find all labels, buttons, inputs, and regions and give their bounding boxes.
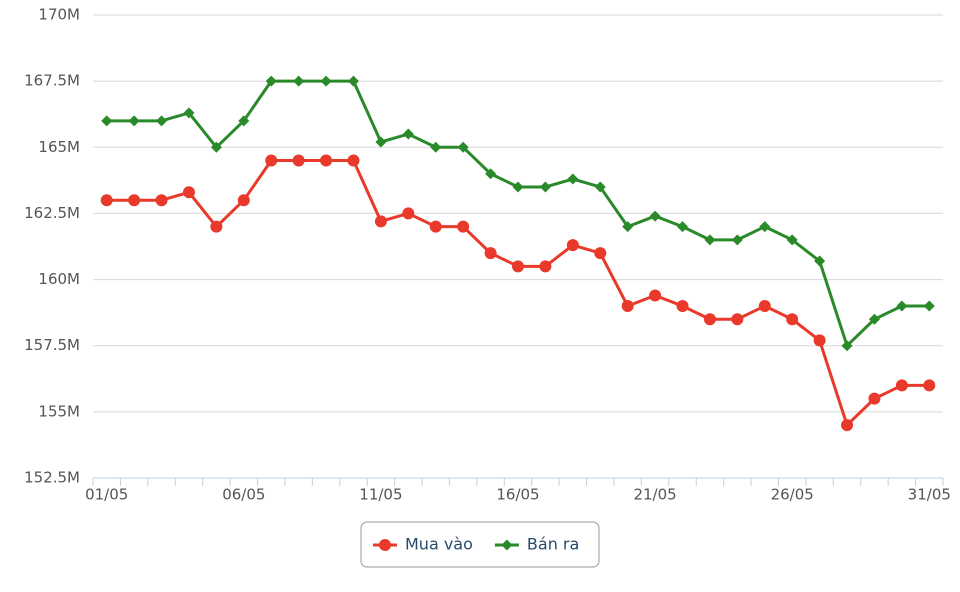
data-point [457, 141, 469, 153]
data-point [402, 207, 415, 220]
data-point [813, 334, 826, 347]
y-tick-label: 167.5M [24, 72, 80, 90]
data-point [155, 194, 168, 207]
y-tick-label: 165M [38, 138, 80, 156]
data-point [731, 313, 744, 326]
data-point [347, 75, 359, 87]
data-point [677, 221, 689, 233]
data-point [786, 234, 798, 246]
data-point [649, 210, 661, 222]
data-point [621, 300, 634, 313]
data-point [594, 247, 607, 260]
data-point [237, 194, 250, 207]
data-point [594, 181, 606, 193]
data-point [868, 313, 880, 325]
x-tick-label: 06/05 [222, 486, 265, 504]
data-point [238, 115, 250, 127]
data-point [786, 313, 799, 326]
data-point [265, 154, 278, 167]
legend-marker [501, 539, 513, 551]
x-tick-label: 01/05 [85, 486, 128, 504]
data-point [923, 300, 935, 312]
data-point [484, 247, 497, 260]
data-point [841, 340, 853, 352]
legend-label: Bán ra [527, 535, 579, 554]
legend-label: Mua vào [405, 535, 473, 554]
legend-marker [379, 539, 391, 551]
data-point [567, 173, 579, 185]
data-point [759, 221, 771, 233]
data-point [101, 115, 113, 127]
data-point [704, 234, 716, 246]
data-point [814, 255, 826, 267]
series-line [106, 159, 930, 427]
data-point [622, 221, 634, 233]
legend-box [360, 521, 600, 568]
data-point [868, 392, 881, 405]
data-point [649, 289, 662, 302]
data-point [100, 194, 113, 207]
data-point [430, 141, 442, 153]
data-point [374, 215, 387, 228]
data-point [402, 128, 414, 140]
data-point [128, 194, 141, 207]
data-point [210, 141, 222, 153]
y-tick-label: 170M [38, 6, 80, 24]
data-point [731, 234, 743, 246]
data-point [429, 220, 442, 233]
data-point [485, 168, 497, 180]
data-point [347, 154, 360, 167]
data-point [320, 154, 333, 167]
data-point [183, 107, 195, 119]
data-point [676, 300, 689, 313]
legend: Mua vào Bán ra [373, 535, 579, 554]
grid-layer: 152.5M 155M 157.5M 160M 162.5M 165M 167.5M 170M… [24, 6, 951, 504]
x-tick-label: 16/05 [496, 486, 539, 504]
data-point [512, 181, 524, 193]
data-point [703, 313, 716, 326]
x-tick-label: 26/05 [771, 486, 814, 504]
data-point [210, 220, 223, 233]
data-point [841, 419, 854, 432]
data-point [512, 260, 524, 273]
data-point [182, 186, 195, 199]
data-point [539, 181, 551, 193]
data-point [156, 115, 168, 127]
legend-item[interactable]: Mua vào [373, 535, 473, 554]
data-point [566, 239, 579, 252]
data-point [128, 115, 140, 127]
data-point [895, 379, 908, 392]
y-tick-label: 157.5M [24, 336, 80, 354]
data-point [265, 75, 277, 87]
data-point [923, 379, 936, 392]
data-point [457, 220, 470, 233]
data-point [896, 300, 908, 312]
data-point [320, 75, 332, 87]
x-tick-label: 11/05 [359, 486, 402, 504]
y-tick-label: 155M [38, 402, 80, 420]
data-point [375, 136, 387, 148]
plot-layer [100, 75, 936, 432]
y-tick-label: 162.5M [24, 204, 80, 222]
data-point [758, 300, 771, 313]
legend-item[interactable]: Bán ra [494, 535, 579, 554]
data-point [292, 154, 305, 167]
x-tick-label: 31/05 [908, 486, 951, 504]
y-tick-label: 152.5M [24, 469, 80, 487]
y-tick-label: 160M [38, 270, 80, 288]
data-point [539, 260, 552, 273]
data-point [293, 75, 305, 87]
x-tick-label: 21/05 [633, 486, 676, 504]
